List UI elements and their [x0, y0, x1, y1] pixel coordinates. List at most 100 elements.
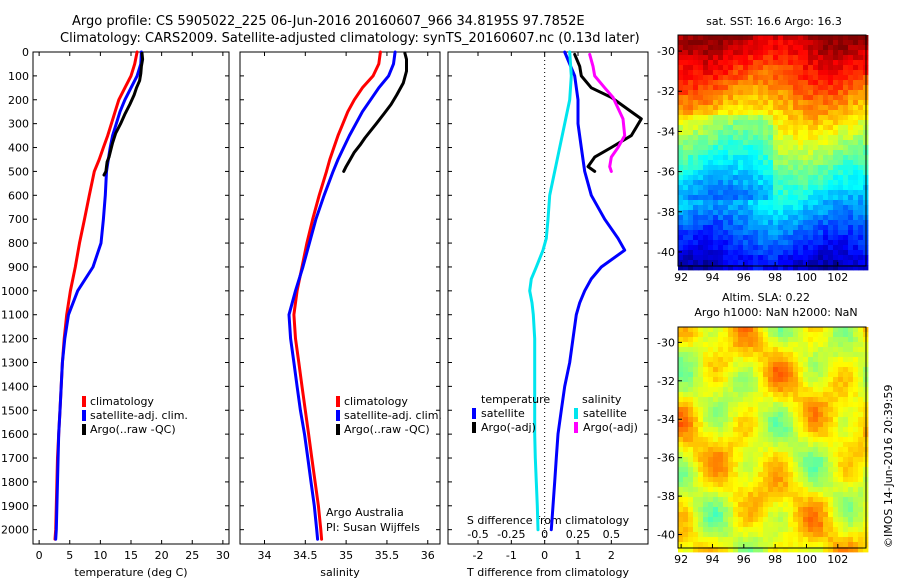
map-cell [783, 210, 789, 216]
map-cell [708, 250, 714, 256]
map-cell [818, 472, 824, 478]
map-cell [738, 175, 744, 181]
map-cell [803, 55, 809, 61]
map-cell [728, 417, 734, 423]
map-cell [768, 502, 774, 508]
map-cell [688, 352, 694, 358]
map-cell [713, 155, 719, 161]
map-cell [763, 195, 769, 201]
map-cell [693, 235, 699, 241]
map-cell [853, 35, 859, 41]
map-cell [823, 170, 829, 176]
y-tick-label: 1700 [1, 452, 29, 465]
map-cell [748, 230, 754, 236]
map-cell [828, 442, 834, 448]
map-cell [713, 527, 719, 533]
map-cell [748, 180, 754, 186]
map-cell [693, 165, 699, 171]
map-cell [703, 130, 709, 136]
map-cell [793, 250, 799, 256]
map-cell [833, 75, 839, 81]
map-cell [828, 357, 834, 363]
map-cell [833, 205, 839, 211]
map-cell [703, 417, 709, 423]
map-cell [858, 357, 864, 363]
map-cell [698, 382, 704, 388]
map-cell [813, 377, 819, 383]
legend-label: Argo(..raw -QC) [90, 423, 176, 436]
map-cell [713, 427, 719, 433]
map-cell [773, 185, 779, 191]
map-cell [743, 522, 749, 528]
map-cell [703, 90, 709, 96]
map-cell [768, 120, 774, 126]
map-cell [763, 240, 769, 246]
map-cell [838, 200, 844, 206]
map-cell [788, 332, 794, 338]
map-cell [773, 145, 779, 151]
map-cell [683, 442, 689, 448]
map-cell [793, 522, 799, 528]
map-cell [808, 427, 814, 433]
map-cell [703, 75, 709, 81]
map-cell [843, 537, 849, 543]
map-cell [768, 447, 774, 453]
map-cell [728, 367, 734, 373]
map-cell [798, 387, 804, 393]
legend-label: Argo(-adj) [583, 421, 638, 434]
map-cell [753, 95, 759, 101]
map-cell [683, 542, 689, 548]
map-cell [693, 230, 699, 236]
map-cell [733, 542, 739, 548]
map-cell [743, 265, 749, 271]
map-cell [733, 210, 739, 216]
map-cell [858, 220, 864, 226]
map-cell [778, 160, 784, 166]
map-cell [713, 327, 719, 333]
map-cell [693, 532, 699, 538]
map-cell [838, 387, 844, 393]
map-cell [843, 487, 849, 493]
map-cell [778, 527, 784, 533]
map-cell [723, 502, 729, 508]
map-cell [853, 427, 859, 433]
map-cell [693, 65, 699, 71]
map-cell [848, 85, 854, 91]
map-cell [788, 230, 794, 236]
map-cell [708, 447, 714, 453]
map-cell [803, 507, 809, 513]
map-cell [708, 437, 714, 443]
map-cell [688, 70, 694, 76]
map-cell [843, 517, 849, 523]
map-cell [718, 140, 724, 146]
map-cell [858, 362, 864, 368]
map-cell [748, 402, 754, 408]
map-cell [753, 35, 759, 41]
map-cell [853, 432, 859, 438]
map-cell [688, 507, 694, 513]
map-cell [758, 327, 764, 333]
map-cell [828, 230, 834, 236]
map-cell [678, 135, 684, 141]
map-cell [768, 250, 774, 256]
map-cell [728, 140, 734, 146]
map-cell [838, 165, 844, 171]
map-cell [693, 95, 699, 101]
map-cell [853, 492, 859, 498]
map-cell [818, 427, 824, 433]
map-cell [718, 150, 724, 156]
map-cell [688, 245, 694, 251]
legend-swatch [336, 396, 340, 407]
map-cell [793, 497, 799, 503]
map-cell [713, 195, 719, 201]
map-cell [723, 230, 729, 236]
map-cell [828, 260, 834, 266]
map-cell [718, 472, 724, 478]
map-cell [828, 115, 834, 121]
map-cell [738, 245, 744, 251]
map-cell [783, 60, 789, 66]
map-cell [698, 422, 704, 428]
map-cell [758, 55, 764, 61]
map-cell [793, 190, 799, 196]
map-cell [778, 472, 784, 478]
